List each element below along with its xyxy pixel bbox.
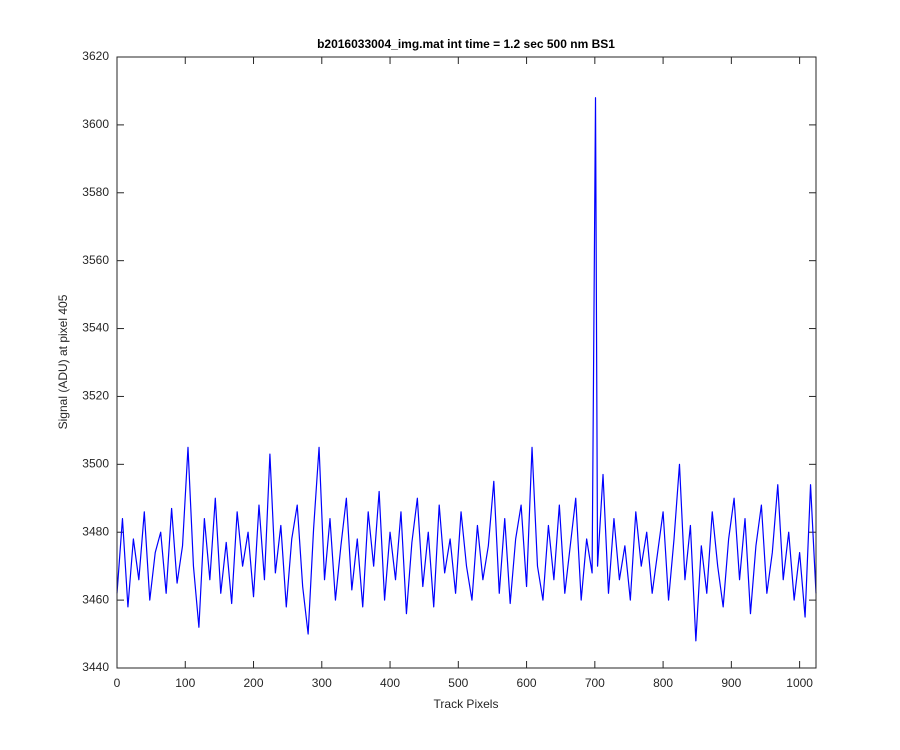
y-tick-label: 3520 [82, 389, 109, 403]
y-axis-label: Signal (ADU) at pixel 405 [56, 294, 70, 429]
x-tick-label: 200 [244, 676, 264, 690]
x-tick-label: 900 [721, 676, 741, 690]
y-tick-label: 3500 [82, 457, 109, 471]
chart-title: b2016033004_img.mat int time = 1.2 sec 5… [317, 37, 615, 51]
y-tick-label: 3440 [82, 660, 109, 674]
x-tick-label: 500 [448, 676, 468, 690]
y-tick-label: 3480 [82, 524, 109, 538]
x-tick-label: 400 [380, 676, 400, 690]
y-tick-label: 3620 [82, 49, 109, 63]
x-tick-label: 700 [585, 676, 605, 690]
x-tick-label: 100 [175, 676, 195, 690]
x-tick-label: 1000 [786, 676, 813, 690]
plot-frame [116, 56, 817, 669]
y-tick-label: 3460 [82, 592, 109, 606]
y-tick-label: 3560 [82, 253, 109, 267]
x-tick-label: 600 [517, 676, 537, 690]
y-tick-label: 3600 [82, 117, 109, 131]
y-tick-label: 3580 [82, 185, 109, 199]
data-line [116, 97, 817, 642]
y-tick-label: 3540 [82, 321, 109, 335]
x-axis-label: Track Pixels [434, 697, 499, 711]
x-tick-label: 0 [114, 676, 121, 690]
x-tick-label: 300 [312, 676, 332, 690]
x-tick-label: 800 [653, 676, 673, 690]
